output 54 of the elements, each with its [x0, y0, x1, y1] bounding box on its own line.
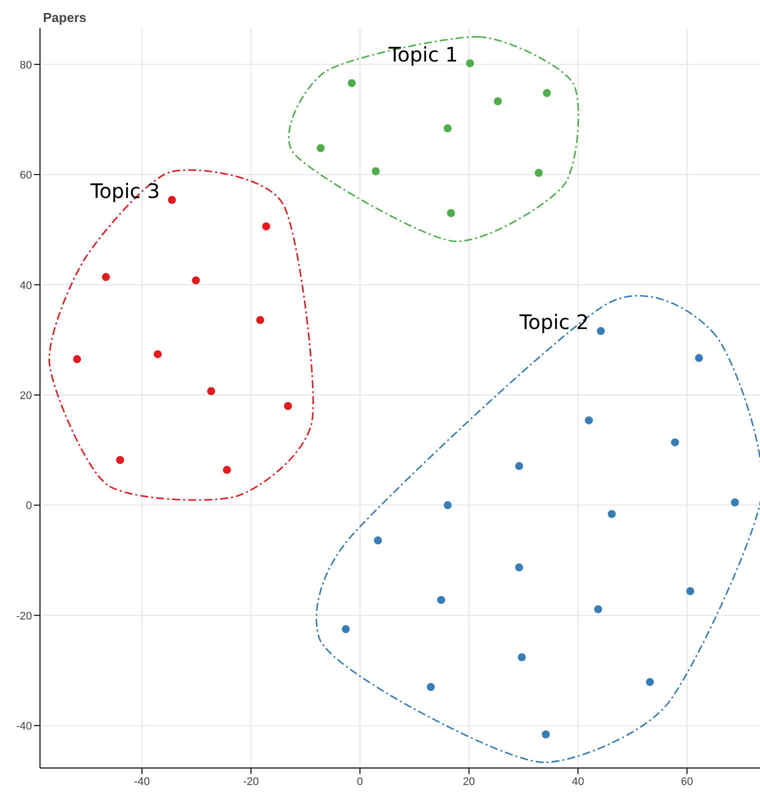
point — [542, 730, 550, 738]
point — [444, 124, 452, 132]
y-tick-label: -20 — [16, 610, 32, 622]
point — [102, 273, 110, 282]
point — [116, 456, 124, 464]
point — [256, 316, 264, 324]
point — [542, 89, 551, 98]
point — [730, 498, 739, 506]
point — [222, 466, 231, 474]
point — [596, 327, 605, 336]
x-tick-label: 0 — [356, 776, 363, 788]
point — [342, 625, 350, 634]
point — [168, 196, 176, 204]
x-tick-label: -20 — [242, 776, 259, 788]
point — [446, 209, 455, 218]
point — [608, 510, 616, 518]
x-tick-label: 60 — [680, 776, 694, 788]
point — [594, 605, 602, 614]
x-tick-label: -40 — [134, 776, 150, 788]
point — [73, 355, 82, 364]
point — [374, 536, 382, 544]
chart-title: Papers — [43, 10, 86, 25]
point — [515, 462, 524, 470]
series-label: Topic 3 — [90, 178, 160, 203]
y-tick-label: -40 — [16, 720, 32, 733]
series-label: Topic 1 — [388, 42, 458, 66]
y-tick-label: 80 — [20, 59, 32, 72]
point — [466, 59, 474, 68]
point — [670, 438, 679, 446]
point — [444, 501, 452, 510]
point — [437, 596, 446, 604]
point — [515, 563, 524, 572]
point — [372, 167, 380, 176]
point — [192, 276, 200, 284]
x-tick-label: 20 — [462, 776, 476, 788]
point — [494, 97, 502, 106]
x-tick-label: 40 — [572, 776, 584, 788]
point — [154, 350, 162, 358]
point — [584, 416, 593, 424]
point — [534, 168, 543, 177]
y-tick-label: 20 — [20, 390, 32, 402]
y-tick-label: 0 — [26, 500, 32, 512]
point — [284, 402, 292, 410]
point — [518, 653, 526, 662]
point — [646, 678, 654, 686]
y-tick-label: 60 — [20, 170, 32, 182]
point — [694, 354, 703, 362]
point — [686, 587, 694, 596]
point — [316, 144, 325, 152]
point — [348, 79, 356, 88]
point — [262, 222, 270, 230]
point — [207, 387, 216, 396]
point — [426, 683, 435, 691]
y-tick-label: 40 — [20, 280, 32, 292]
